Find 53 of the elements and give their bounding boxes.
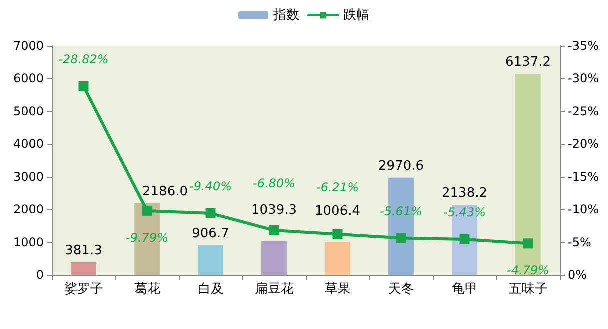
legend-label: 跌幅 <box>344 8 370 23</box>
legend-label: 指数 <box>272 8 300 23</box>
data-label: -6.80% <box>253 176 296 191</box>
x-tick-label: 龟甲 <box>452 282 478 297</box>
data-label: -5.43% <box>444 205 486 220</box>
data-label: 6137.2 <box>506 55 551 70</box>
y2-tick-label: -5% <box>568 235 592 250</box>
y2-tick-label: -25% <box>568 104 600 118</box>
y2-tick-label: -30% <box>568 72 600 86</box>
data-label: 906.7 <box>192 226 230 242</box>
y-tick-label: 1000 <box>13 235 44 250</box>
y2-tick-label: -20% <box>568 137 600 152</box>
y-tick-label: 5000 <box>13 104 44 118</box>
x-tick-label: 娑罗子 <box>64 282 104 297</box>
data-label: 2186.0 <box>142 184 188 200</box>
data-label: 1039.3 <box>252 203 297 218</box>
point <box>206 208 216 218</box>
x-tick-label: 草果 <box>324 282 351 297</box>
x-tick-label: 白及 <box>198 282 224 297</box>
y-tick-label: 6000 <box>13 72 44 86</box>
bar <box>71 262 96 275</box>
data-label: -9.79% <box>126 230 168 245</box>
data-label: 2970.6 <box>378 158 424 174</box>
y2-tick-label: 0% <box>568 268 588 282</box>
bar <box>262 241 287 275</box>
point <box>396 233 406 244</box>
point <box>269 226 280 236</box>
x-tick-label: 葛花 <box>134 282 160 297</box>
point <box>78 81 89 92</box>
y-tick-label: 4000 <box>13 137 44 152</box>
data-label: -4.79% <box>507 264 550 278</box>
data-label: -6.21% <box>316 180 359 194</box>
data-label: 1006.4 <box>315 204 360 220</box>
point <box>142 206 152 216</box>
y2-tick-label: -10% <box>568 202 600 217</box>
x-tick-label: 扁豆花 <box>254 282 294 297</box>
y-tick-label: 7000 <box>13 39 44 53</box>
point <box>460 234 470 244</box>
x-tick-label: 五味子 <box>508 282 548 297</box>
y-tick-label: 0 <box>36 268 44 282</box>
x-tick-label: 天冬 <box>388 282 414 297</box>
bar <box>325 242 350 275</box>
y2-tick-label: -15% <box>568 170 600 184</box>
data-label: -28.82% <box>58 52 109 66</box>
y2-tick-label: -35% <box>568 39 600 53</box>
bar <box>198 245 224 275</box>
y-tick-label: 2000 <box>13 202 44 217</box>
data-label: -9.40% <box>190 179 232 194</box>
point <box>523 238 534 249</box>
y-tick-label: 3000 <box>13 170 44 184</box>
point <box>332 229 343 240</box>
data-label: 381.3 <box>65 244 102 259</box>
data-label: 2138.2 <box>442 186 488 202</box>
